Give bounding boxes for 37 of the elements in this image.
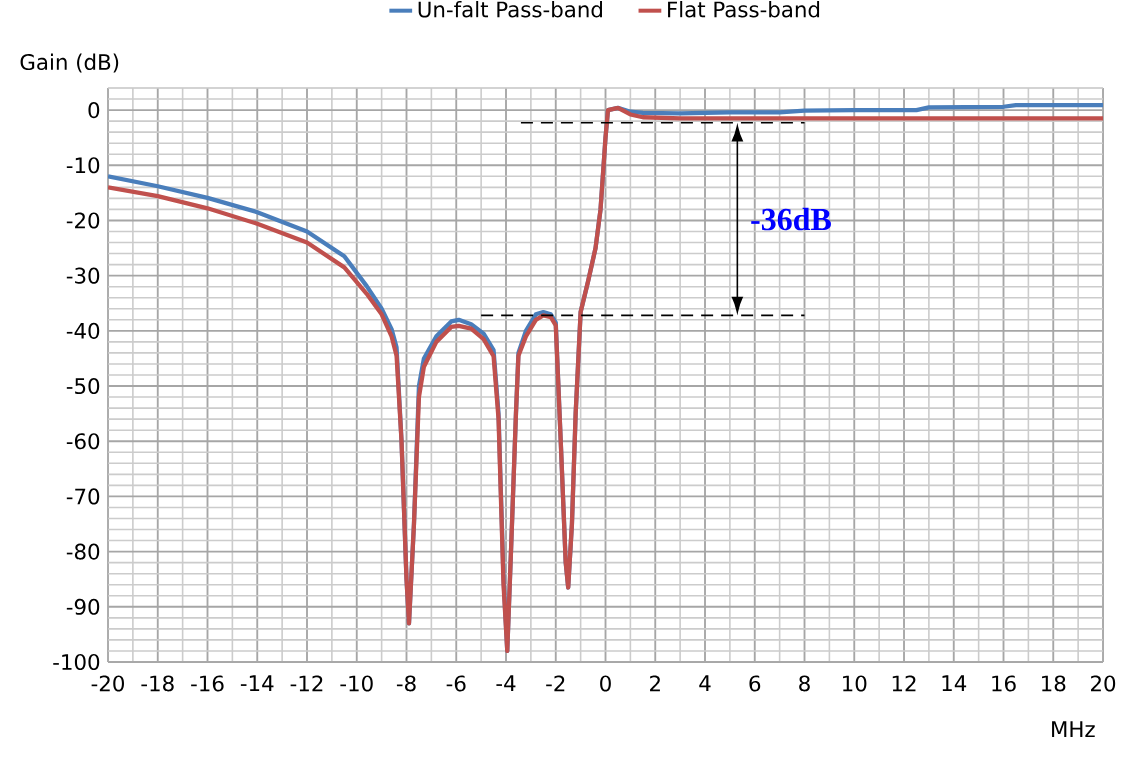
- x-tick-label: -16: [191, 675, 224, 692]
- y-tick-label: -40: [66, 322, 100, 339]
- x-tick-label: 16: [992, 675, 1016, 692]
- y-tick-label: -20: [66, 212, 100, 229]
- x-tick-label: 4: [699, 675, 711, 691]
- y-axis-title: Gain (dB): [20, 53, 119, 73]
- annotation: -36dB: [751, 207, 831, 231]
- x-tick-label: -10: [340, 675, 373, 692]
- x-tick-label: 14: [942, 675, 967, 691]
- x-tick-label: -20: [91, 675, 124, 692]
- x-tick-label: 2: [650, 675, 660, 692]
- y-tick-label: -10: [66, 157, 100, 174]
- legend-label: Un-falt Pass-band: [418, 0, 602, 18]
- legend-label: Flat Pass-band: [668, 0, 820, 18]
- x-tick-label: 12: [892, 675, 916, 692]
- x-tick-label: 20: [1091, 675, 1116, 692]
- y-tick-label: -80: [66, 543, 100, 560]
- y-tick-label: 0: [88, 102, 100, 119]
- x-tick-label: 18: [1042, 675, 1066, 692]
- x-tick-label: -4: [496, 675, 516, 691]
- x-tick-label: -2: [546, 675, 565, 692]
- x-tick-label: -8: [396, 675, 416, 692]
- x-tick-label: 8: [799, 675, 810, 692]
- x-tick-label: -18: [141, 675, 174, 692]
- x-tick-label: -14: [240, 675, 274, 691]
- y-tick-label: -60: [66, 433, 100, 450]
- y-tick-label: -30: [66, 267, 100, 284]
- y-tick-label: -50: [66, 377, 100, 395]
- x-tick-label: 6: [749, 675, 761, 692]
- x-tick-label: -12: [290, 675, 323, 692]
- y-tick-label: -100: [53, 653, 100, 671]
- x-tick-label: 0: [600, 675, 611, 692]
- x-tick-label: 10: [843, 675, 867, 692]
- y-tick-label: -90: [66, 598, 100, 615]
- x-axis-title: MHz: [1052, 721, 1095, 737]
- y-tick-label: -70: [66, 488, 100, 505]
- x-tick-label: -6: [446, 675, 466, 692]
